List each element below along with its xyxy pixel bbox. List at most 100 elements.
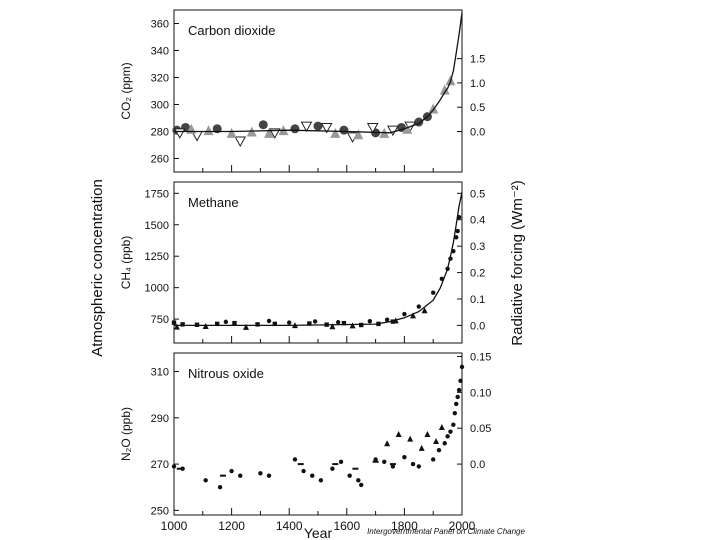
- right-tick-label: 1.0: [470, 78, 485, 90]
- data-point: [330, 127, 341, 138]
- data-point: [421, 307, 428, 314]
- trend-line: [174, 191, 463, 327]
- data-point: [359, 322, 364, 328]
- data-point: [428, 103, 439, 114]
- data-point: [338, 459, 344, 464]
- right-tick-label: 0.0: [470, 127, 485, 139]
- y-tick-label: 270: [151, 459, 169, 471]
- data-point: [347, 473, 352, 478]
- data-point: [234, 136, 247, 147]
- x-tick-label: 1600: [333, 519, 360, 533]
- data-point: [180, 322, 185, 327]
- data-point: [445, 434, 450, 439]
- y-tick-label: 310: [151, 367, 169, 379]
- panel-title: Nitrous oxide: [188, 366, 264, 381]
- data-point: [203, 478, 208, 483]
- data-point: [424, 431, 431, 437]
- data-point: [215, 321, 220, 327]
- data-point: [258, 471, 263, 476]
- data-point: [436, 448, 442, 453]
- panels-layer: Carbon dioxide CO₂ (ppm) 260 280 300 320 340 36…: [119, 9, 491, 533]
- data-point: [229, 468, 234, 474]
- right-tick-label: 0.1: [470, 294, 485, 306]
- data-point: [389, 463, 396, 466]
- y-tick-label: 280: [151, 127, 169, 139]
- data-point: [318, 478, 324, 483]
- y-axis-label: CH₄ (ppb): [119, 236, 133, 290]
- panel-2: Nitrous oxide N₂O (ppb) 250 270 290 310 0.0 0.0…: [119, 351, 491, 533]
- right-tick-label: 0.15: [470, 351, 491, 363]
- panel-1: Methane CH₄ (ppb) 750 1000 1250 1500 1750 0.0 0.…: [119, 181, 485, 344]
- data-point: [356, 478, 361, 483]
- data-point: [395, 431, 402, 437]
- data-point: [459, 364, 465, 370]
- data-point: [232, 320, 237, 326]
- data-point: [310, 473, 315, 478]
- y-tick-label: 750: [151, 314, 169, 326]
- data-point: [366, 122, 379, 134]
- data-point: [258, 120, 268, 130]
- data-point: [431, 290, 436, 295]
- y-tick-label: 1750: [145, 188, 169, 200]
- x-tick-label: 1200: [218, 519, 245, 533]
- right-tick-label: 0.0: [470, 459, 485, 471]
- y-axis-label: CO₂ (ppm): [119, 62, 133, 119]
- data-point: [307, 321, 312, 326]
- y-tick-label: 290: [151, 413, 169, 425]
- x-tick-label: 1400: [276, 519, 303, 533]
- data-point: [292, 457, 298, 462]
- data-point: [456, 387, 462, 393]
- x-axis-label: Year: [304, 525, 333, 540]
- data-point: [390, 464, 396, 469]
- right-tick-label: 0.05: [470, 423, 491, 435]
- data-point: [455, 394, 460, 400]
- data-point: [264, 127, 275, 138]
- y-tick-label: 320: [151, 73, 169, 85]
- y-axis-label: N₂O (ppb): [119, 407, 133, 461]
- data-point: [226, 127, 237, 138]
- panel-title: Carbon dioxide: [188, 23, 275, 38]
- y-tick-label: 250: [151, 505, 169, 517]
- data-point: [402, 454, 407, 460]
- data-point: [451, 422, 456, 427]
- data-point: [300, 121, 313, 133]
- x-tick-label: 1800: [391, 519, 418, 533]
- data-point: [272, 321, 277, 327]
- data-point: [390, 319, 396, 324]
- data-point: [290, 124, 300, 134]
- data-point: [353, 129, 364, 140]
- data-point: [372, 460, 379, 463]
- right-tick-label: 0.5: [470, 188, 485, 200]
- data-point: [367, 319, 373, 324]
- data-point: [458, 378, 463, 383]
- data-point: [384, 317, 390, 322]
- data-point: [176, 467, 183, 470]
- data-point: [297, 463, 304, 466]
- data-point: [384, 440, 391, 447]
- data-point: [431, 457, 436, 462]
- data-point: [313, 121, 323, 131]
- data-point: [223, 319, 229, 325]
- y-tick-label: 1000: [145, 283, 169, 295]
- data-point: [442, 441, 447, 446]
- data-point: [219, 474, 226, 477]
- data-point: [410, 312, 417, 319]
- data-point: [407, 435, 414, 442]
- data-point: [217, 485, 223, 490]
- data-point: [203, 125, 214, 136]
- right-tick-label: 0.3: [470, 241, 485, 253]
- data-point: [373, 457, 378, 462]
- data-point: [382, 459, 387, 464]
- data-point: [452, 410, 457, 416]
- data-point: [255, 322, 260, 327]
- data-point: [454, 235, 459, 240]
- data-point: [448, 429, 453, 434]
- x-tick-label: 2000: [449, 519, 476, 533]
- credit-text: Intergovernmental Panel on Climate Chang…: [367, 527, 525, 536]
- right-tick-label: 0.0: [470, 320, 485, 332]
- data-point: [335, 320, 341, 325]
- data-point: [402, 123, 413, 134]
- panel-title: Methane: [188, 195, 239, 210]
- trend-line: [174, 12, 463, 134]
